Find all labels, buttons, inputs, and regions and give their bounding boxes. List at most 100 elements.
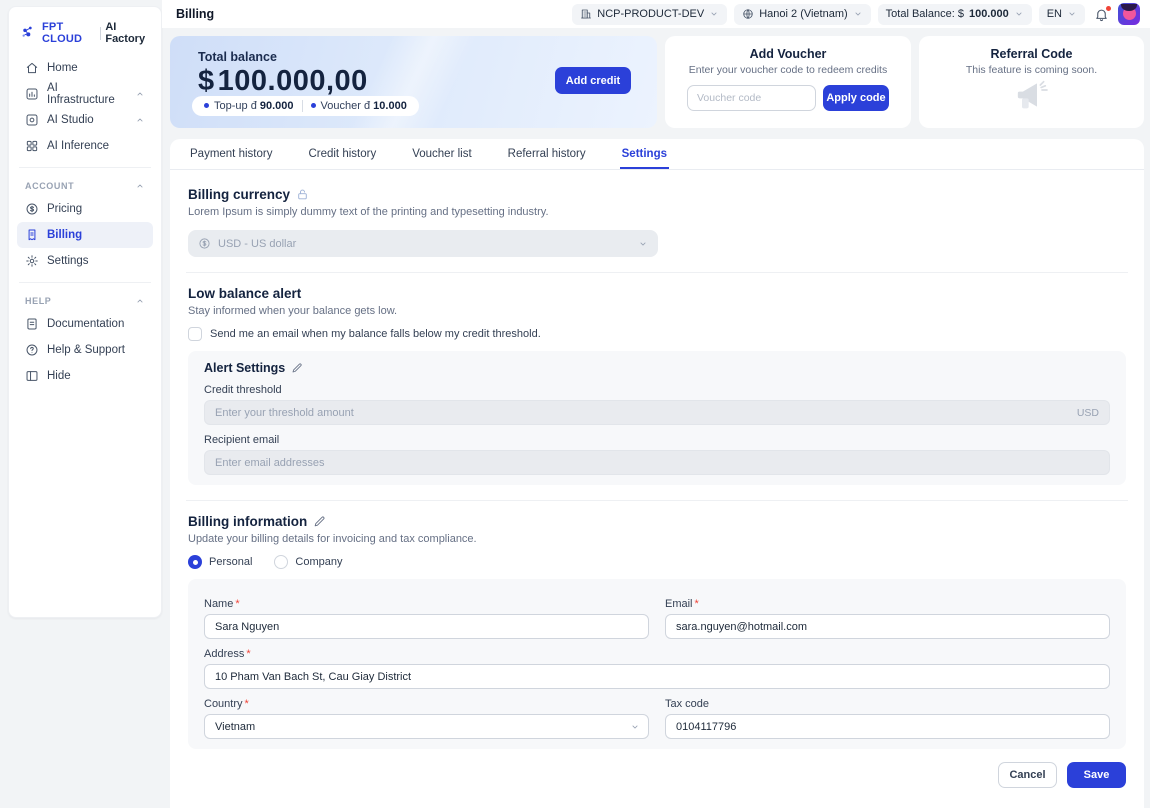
sidebar-column: FPT CLOUD AI Factory Home AI Infrastruct… <box>0 0 162 784</box>
radio-personal-label: Personal <box>209 556 253 568</box>
credit-threshold-input[interactable]: Enter your threshold amount USD <box>204 400 1110 425</box>
sidebar-item-label: Settings <box>47 255 89 267</box>
sidebar-item-ai-infrastructure[interactable]: AI Infrastructure <box>17 81 153 107</box>
summary-cards-row: Total balance $100.000,00 Top-up đ 90.00… <box>170 36 1144 128</box>
referral-card-title: Referral Code <box>990 47 1073 61</box>
voucher-card-subtitle: Enter your voucher code to redeem credit… <box>688 64 888 76</box>
chevron-down-icon <box>640 242 646 245</box>
email-alert-checkbox[interactable] <box>188 327 202 341</box>
taxcode-label: Tax code <box>665 698 710 710</box>
sidebar-item-label: Billing <box>47 229 83 241</box>
email-alert-checkbox-row[interactable]: Send me an email when my balance falls b… <box>188 327 1126 341</box>
recipient-email-input[interactable]: Enter email addresses <box>204 450 1110 475</box>
help-circle-icon <box>26 344 38 356</box>
tab-payment-history[interactable]: Payment history <box>190 148 273 160</box>
radio-company-label: Company <box>295 556 343 568</box>
studio-icon <box>26 114 38 126</box>
organization-icon <box>581 9 592 19</box>
section-divider <box>186 500 1128 501</box>
billing-info-title: Billing information <box>188 514 308 529</box>
save-button[interactable]: Save <box>1067 762 1126 788</box>
document-icon <box>27 318 37 330</box>
sidebar-item-label: Help & Support <box>47 344 125 356</box>
tabs-bar: Payment history Credit history Voucher l… <box>170 139 1144 170</box>
radio-selected-icon[interactable] <box>188 555 202 569</box>
topbar: Billing NCP-PRODUCT-DEV Hanoi 2 (Vietnam… <box>162 0 1150 28</box>
brand-logo[interactable]: FPT CLOUD AI Factory <box>17 17 153 55</box>
chevron-down-icon <box>632 725 638 728</box>
bell-icon <box>1096 9 1107 21</box>
taxcode-input[interactable] <box>665 714 1110 739</box>
name-label: Name * <box>204 598 240 610</box>
language-value: EN <box>1046 8 1062 20</box>
required-mark: * <box>694 598 699 610</box>
sidebar-section-help[interactable]: HELP <box>17 291 153 311</box>
sidebar-item-help-support[interactable]: Help & Support <box>17 337 153 363</box>
country-select[interactable]: Vietnam <box>204 714 649 739</box>
tab-settings[interactable]: Settings <box>619 139 669 169</box>
infrastructure-icon <box>26 88 38 100</box>
billing-receipt-icon <box>28 229 36 241</box>
sidebar-item-ai-studio[interactable]: AI Studio <box>17 107 153 133</box>
gear-icon <box>26 255 38 267</box>
tab-referral-history[interactable]: Referral history <box>507 148 586 160</box>
sidebar-item-billing[interactable]: Billing <box>17 222 153 248</box>
billing-settings-panel: Payment history Credit history Voucher l… <box>170 139 1144 808</box>
balance-selector[interactable]: Total Balance: $ 100.000 <box>877 3 1032 25</box>
region-name: Hanoi 2 (Vietnam) <box>759 8 848 20</box>
chevron-up-icon <box>137 299 143 303</box>
low-balance-description: Stay informed when your balance gets low… <box>188 305 398 317</box>
sidebar-item-home[interactable]: Home <box>17 55 153 81</box>
alert-settings-title: Alert Settings <box>204 361 286 375</box>
voucher-value: 10.000 <box>373 100 407 112</box>
email-alert-checkbox-label: Send me an email when my balance falls b… <box>210 328 541 340</box>
notifications-button[interactable] <box>1094 5 1111 22</box>
pencil-edit-icon[interactable] <box>291 362 303 374</box>
voucher-code-input[interactable] <box>687 85 816 111</box>
radio-unselected-icon[interactable] <box>274 555 289 569</box>
voucher-card-title: Add Voucher <box>749 47 827 61</box>
sidebar-section-account[interactable]: ACCOUNT <box>17 176 153 196</box>
section-label: HELP <box>25 296 52 306</box>
currency-select[interactable]: USD - US dollar <box>188 230 658 257</box>
currency-symbol: $ <box>198 65 215 97</box>
radio-personal[interactable]: Personal <box>188 555 252 569</box>
user-avatar[interactable] <box>1118 3 1140 25</box>
add-credit-button[interactable]: Add credit <box>555 67 631 94</box>
sidebar-item-hide[interactable]: Hide <box>17 363 153 389</box>
billing-currency-description: Lorem Ipsum is simply dummy text of the … <box>188 206 549 218</box>
inference-grid-icon <box>26 140 38 152</box>
country-label: Country * <box>204 698 249 710</box>
address-field-group: Address * <box>204 639 1110 689</box>
sidebar-item-settings[interactable]: Settings <box>17 248 153 274</box>
radio-company[interactable]: Company <box>274 555 343 569</box>
region-selector[interactable]: Hanoi 2 (Vietnam) <box>734 3 871 25</box>
sidebar-item-documentation[interactable]: Documentation <box>17 311 153 337</box>
name-input[interactable] <box>204 614 649 639</box>
globe-icon <box>743 9 753 19</box>
cancel-button[interactable]: Cancel <box>998 762 1057 788</box>
tab-voucher-list[interactable]: Voucher list <box>412 148 472 160</box>
brand-name: FPT CLOUD <box>42 21 83 45</box>
address-input[interactable] <box>204 664 1110 689</box>
project-selector[interactable]: NCP-PRODUCT-DEV <box>572 3 728 25</box>
notification-badge <box>1106 5 1111 11</box>
tab-credit-history[interactable]: Credit history <box>308 148 377 160</box>
billing-info-form: Name* Email* Address* Country* <box>204 589 1110 739</box>
pencil-edit-icon[interactable] <box>313 515 326 528</box>
referral-code-card: Referral Code This feature is coming soo… <box>919 36 1144 128</box>
chevron-down-icon <box>711 12 717 16</box>
taxcode-field-group: Tax code <box>665 689 1110 739</box>
sidebar-item-pricing[interactable]: Pricing <box>17 196 153 222</box>
apply-code-button[interactable]: Apply code <box>823 85 889 111</box>
voucher-label: Voucher <box>320 100 361 112</box>
low-balance-alert-section: Low balance alert Stay informed when you… <box>188 286 1126 485</box>
sidebar-divider <box>19 167 151 168</box>
sidebar-item-ai-inference[interactable]: AI Inference <box>17 133 153 159</box>
chevron-up-icon <box>137 92 143 96</box>
country-select-value: Vietnam <box>215 720 256 733</box>
topup-value: 90.000 <box>259 100 294 112</box>
language-selector[interactable]: EN <box>1038 3 1085 25</box>
email-input[interactable] <box>665 614 1110 639</box>
voucher-input-row: Apply code <box>665 85 911 111</box>
